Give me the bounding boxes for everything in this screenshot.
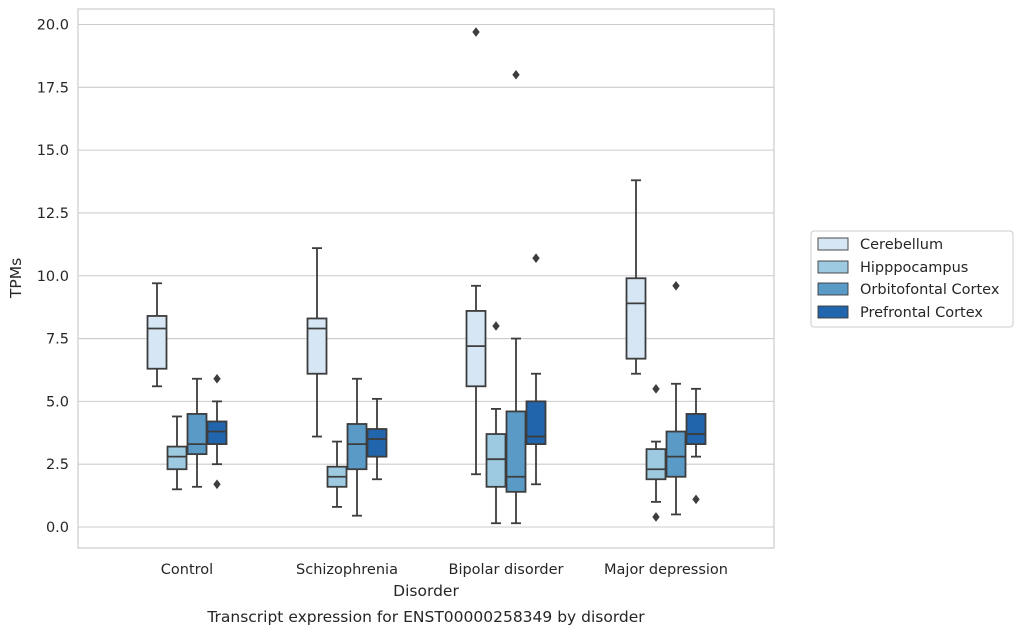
box-body xyxy=(685,413,707,445)
legend-label-orbitofrontal: Orbitofontal Cortex xyxy=(860,282,1000,298)
y-tick-label: 20.0 xyxy=(37,18,69,34)
box-body xyxy=(306,317,328,375)
outlier-point xyxy=(213,373,221,384)
y-axis-ticks: 0.0 2.5 5.0 7.5 10.0 12.5 15.0 17.5 20.0 xyxy=(37,18,69,537)
x-axis-title: Disorder xyxy=(393,582,459,600)
outlier-point xyxy=(492,321,500,331)
legend-label-hippocampus: Hipppocampus xyxy=(860,260,968,276)
outlier-point xyxy=(213,479,221,490)
box-3-1 xyxy=(645,384,667,522)
box-0-0 xyxy=(146,282,168,388)
x-axis-ticks: Control Schizophrenia Bipolar disorder Majo… xyxy=(161,562,728,578)
box-body xyxy=(465,310,487,388)
y-tick-label: 17.5 xyxy=(37,80,69,96)
box-body xyxy=(206,420,228,445)
box-3-3 xyxy=(685,387,707,505)
box-1-2 xyxy=(346,377,368,517)
box-body xyxy=(505,410,527,493)
box-0-2 xyxy=(186,377,208,488)
legend-frame xyxy=(810,230,1014,328)
y-axis-title: TPMs xyxy=(7,258,25,299)
box-0-1 xyxy=(166,415,188,491)
box-body xyxy=(665,430,687,478)
y-tick-label: 12.5 xyxy=(37,206,69,222)
box-1-0 xyxy=(306,247,328,438)
box-1-3 xyxy=(366,397,388,481)
outlier-point xyxy=(672,281,680,291)
outlier-point xyxy=(652,384,660,394)
box-1-1 xyxy=(326,440,348,508)
box-2-1 xyxy=(485,321,507,525)
chart-caption: Transcript expression for ENST0000025834… xyxy=(206,608,645,626)
y-tick-label: 15.0 xyxy=(37,143,69,159)
box-body xyxy=(346,423,368,471)
box-3-0 xyxy=(625,179,647,375)
outlier-point xyxy=(532,253,540,263)
box-body xyxy=(645,448,667,481)
box-body xyxy=(366,428,388,458)
box-body xyxy=(186,413,208,456)
box-body xyxy=(485,433,507,488)
y-tick-label: 10.0 xyxy=(37,269,69,285)
legend-label-cerebellum: Cerebellum xyxy=(860,237,943,253)
y-tick-label: 0.0 xyxy=(46,520,69,536)
legend-swatch-hippocampus xyxy=(817,260,849,274)
box-3-2 xyxy=(665,281,687,516)
x-tick-label: Schizophrenia xyxy=(296,562,398,578)
outlier-point xyxy=(472,27,480,37)
box-2-2 xyxy=(505,69,527,525)
box-body xyxy=(146,315,168,370)
box-2-0 xyxy=(465,27,487,476)
x-tick-label: Major depression xyxy=(604,562,728,578)
x-tick-label: Bipolar disorder xyxy=(449,562,564,578)
box-series xyxy=(146,27,707,525)
legend: Cerebellum Hipppocampus Orbitofontal Cor… xyxy=(810,230,1014,328)
y-tick-label: 5.0 xyxy=(46,394,69,410)
outlier-point xyxy=(512,69,520,80)
y-tick-label: 7.5 xyxy=(46,332,69,348)
y-tick-label: 2.5 xyxy=(46,457,69,473)
legend-swatch-prefrontal xyxy=(817,305,849,319)
x-tick-label: Control xyxy=(161,562,213,578)
outlier-point xyxy=(652,512,660,522)
box-body xyxy=(166,445,188,471)
box-2-3 xyxy=(525,253,547,486)
legend-swatch-cerebellum xyxy=(817,237,849,251)
box-body xyxy=(525,400,547,445)
outlier-point xyxy=(692,494,700,505)
legend-label-prefrontal: Prefrontal Cortex xyxy=(860,305,983,321)
gridlines xyxy=(78,23,774,528)
box-body xyxy=(625,277,647,360)
legend-swatch-orbitofrontal xyxy=(817,282,849,296)
box-0-3 xyxy=(206,373,228,490)
